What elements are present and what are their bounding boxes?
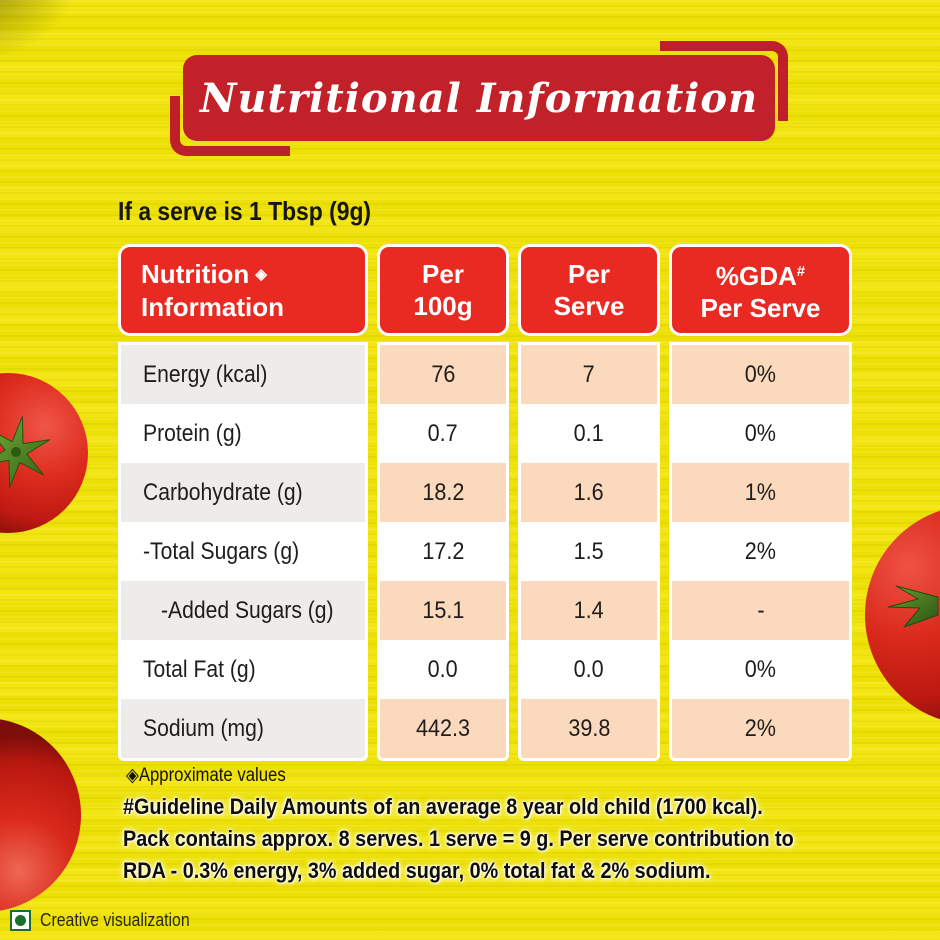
gda-footnote-line-2: Pack contains approx. 8 serves. 1 serve … [123, 826, 794, 851]
table-cell-value: 0.0 [521, 640, 657, 699]
creative-visualization-note: Creative visualization [10, 910, 210, 931]
gda-footnote-line-1: #Guideline Daily Amounts of an average 8… [123, 794, 763, 819]
table-cell-label: Energy (kcal) [121, 345, 365, 404]
table-cell-value: 39.8 [521, 699, 657, 758]
table-cell-value: 15.1 [380, 581, 506, 640]
gda-per-serve-column: 0% 0% 1% 2% - 0% 2% [669, 342, 852, 761]
title-banner: Nutritional Information [170, 41, 788, 156]
tomato-image-left [0, 373, 88, 533]
per-100g-column: 76 0.7 18.2 17.2 15.1 0.0 442.3 [377, 342, 509, 761]
creative-visualization-label: Creative visualization [40, 910, 190, 930]
table-cell-value: 2% [672, 699, 849, 758]
hash-footnote-icon: # [796, 263, 806, 280]
table-cell-value: 76 [380, 345, 506, 404]
table-cell-value: 442.3 [380, 699, 506, 758]
table-cell-label: Protein (g) [121, 404, 365, 463]
banner-corner-accent-top-right [660, 41, 788, 121]
nutrient-labels-column: Energy (kcal) Protein (g) Carbohydrate (… [118, 342, 368, 761]
table-cell-value: 1% [672, 463, 849, 522]
header-cell-gda-per-serve: %GDA# Per Serve [669, 244, 852, 336]
gda-footnote: #Guideline Daily Amounts of an average 8… [123, 791, 868, 887]
table-cell-value: 17.2 [380, 522, 506, 581]
table-cell-value: 0.0 [380, 640, 506, 699]
diamond-footnote-icon: ◈ [255, 265, 267, 283]
nutrition-table-body: Energy (kcal) Protein (g) Carbohydrate (… [118, 342, 852, 761]
gda-footnote-line-3: RDA - 0.3% energy, 3% added sugar, 0% to… [123, 858, 711, 883]
banner-corner-accent-bottom-left [170, 96, 290, 156]
tomato-image-bottom-left [0, 719, 81, 911]
header-cell-nutrition-information: Nutrition ◈ Information [118, 244, 368, 336]
table-cell-value: - [672, 581, 849, 640]
table-cell-value: 18.2 [380, 463, 506, 522]
table-cell-label: -Total Sugars (g) [121, 522, 365, 581]
table-cell-value: 7 [521, 345, 657, 404]
tomato-image-right [865, 510, 940, 720]
table-cell-value: 0% [672, 345, 849, 404]
nutrition-table-header: Nutrition ◈ Information Per 100g Per Serv… [118, 244, 852, 336]
table-cell-value: 0.7 [380, 404, 506, 463]
table-cell-value: 1.5 [521, 522, 657, 581]
table-cell-value: 1.6 [521, 463, 657, 522]
approximate-values-footnote: ◈Approximate values [126, 765, 286, 786]
table-cell-value: 0% [672, 640, 849, 699]
table-cell-label: Total Fat (g) [121, 640, 365, 699]
per-serve-column: 7 0.1 1.6 1.5 1.4 0.0 39.8 [518, 342, 660, 761]
header-cell-per-100g: Per 100g [377, 244, 509, 336]
table-cell-value: 0% [672, 404, 849, 463]
vegetarian-mark-icon [10, 910, 31, 931]
table-cell-label: Sodium (mg) [121, 699, 365, 758]
table-cell-label: Carbohydrate (g) [121, 463, 365, 522]
table-cell-value: 0.1 [521, 404, 657, 463]
serving-size-note: If a serve is 1 Tbsp (9g) [118, 196, 372, 226]
table-cell-value: 1.4 [521, 581, 657, 640]
header-cell-per-serve: Per Serve [518, 244, 660, 336]
table-cell-value: 2% [672, 522, 849, 581]
table-cell-label: -Added Sugars (g) [121, 581, 365, 640]
